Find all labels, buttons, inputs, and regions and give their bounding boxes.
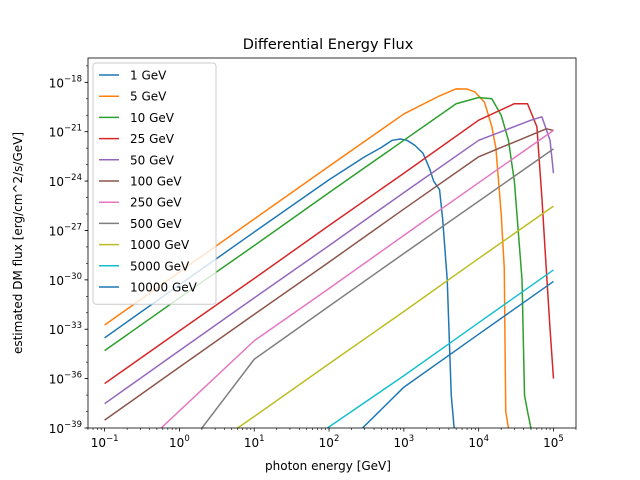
y-tick-label: 10−27 <box>49 222 82 238</box>
series-line-7 <box>201 148 554 428</box>
y-tick-exponent: −30 <box>64 272 82 282</box>
series-line-10 <box>361 280 554 428</box>
y-tick-base: 10 <box>49 422 64 436</box>
x-tick-label: 103 <box>394 434 415 450</box>
legend-label: 5 GeV <box>130 90 167 104</box>
y-tick-label: 10−30 <box>49 272 82 288</box>
x-axis-ticks: 10−1 100 101 102 103 104 105 <box>87 428 577 450</box>
legend: 1 GeV 5 GeV 10 GeV 25 GeV 50 GeV 100 GeV 250 G… <box>92 62 217 305</box>
x-tick-exponent: 0 <box>184 434 189 444</box>
series-line-3 <box>104 102 555 385</box>
legend-label: 25 GeV <box>130 132 175 146</box>
y-tick-base: 10 <box>49 175 64 189</box>
series-line-5 <box>104 128 554 421</box>
x-tick-base: 10 <box>319 436 334 450</box>
x-tick-base: 10 <box>394 436 409 450</box>
x-tick-label: 104 <box>468 434 489 450</box>
legend-label: 1000 GeV <box>130 238 190 252</box>
x-tick-exponent: 5 <box>558 434 563 444</box>
x-tick-label: 10−1 <box>91 434 119 450</box>
y-tick-base: 10 <box>49 126 64 140</box>
y-tick-label: 10−18 <box>49 74 82 90</box>
y-tick-base: 10 <box>49 274 64 288</box>
series-line-9 <box>326 269 554 428</box>
legend-label: 1 GeV <box>130 69 167 83</box>
y-tick-exponent: −18 <box>64 74 82 84</box>
y-tick-exponent: −21 <box>64 124 82 134</box>
chart-title: Differential Energy Flux <box>243 37 414 53</box>
y-axis-label: estimated DM flux [erg/cm^2/s/GeV] <box>11 132 25 354</box>
legend-box <box>92 62 217 305</box>
y-tick-base: 10 <box>49 224 64 238</box>
x-tick-base: 10 <box>468 436 483 450</box>
x-tick-label: 102 <box>319 434 340 450</box>
legend-label: 100 GeV <box>130 175 182 189</box>
plot-frame <box>87 57 577 429</box>
y-tick-exponent: −24 <box>64 173 82 183</box>
y-tick-label: 10−21 <box>49 124 82 140</box>
x-tick-base: 10 <box>244 436 259 450</box>
x-tick-exponent: 3 <box>409 434 414 444</box>
y-tick-exponent: −33 <box>64 321 82 331</box>
y-tick-label: 10−33 <box>49 321 82 337</box>
y-tick-label: 10−39 <box>49 420 82 436</box>
x-tick-exponent: −1 <box>106 434 119 444</box>
legend-label: 500 GeV <box>130 217 182 231</box>
series-line-6 <box>160 129 554 428</box>
x-tick-label: 101 <box>244 434 265 450</box>
y-tick-exponent: −27 <box>64 222 82 232</box>
x-tick-base: 10 <box>91 436 106 450</box>
x-tick-base: 10 <box>543 436 558 450</box>
x-tick-exponent: 1 <box>259 434 264 444</box>
legend-label: 10000 GeV <box>130 281 198 295</box>
x-tick-label: 100 <box>169 434 190 450</box>
x-tick-exponent: 4 <box>484 434 489 444</box>
y-tick-base: 10 <box>49 373 64 387</box>
series-line-0 <box>104 138 455 428</box>
y-tick-label: 10−24 <box>49 173 82 189</box>
series-line-2 <box>104 96 532 428</box>
x-tick-exponent: 2 <box>334 434 339 444</box>
y-tick-exponent: −36 <box>64 371 82 381</box>
legend-label: 10 GeV <box>130 111 175 125</box>
y-tick-base: 10 <box>49 323 64 337</box>
y-tick-label: 10−36 <box>49 371 82 387</box>
series-layer <box>104 88 555 428</box>
x-tick-label: 105 <box>543 434 564 450</box>
y-tick-exponent: −39 <box>64 420 82 430</box>
x-tick-base: 10 <box>169 436 184 450</box>
x-axis-label: photon energy [GeV] <box>265 459 391 473</box>
legend-label: 5000 GeV <box>130 259 190 273</box>
series-line-8 <box>237 205 554 428</box>
y-tick-base: 10 <box>49 76 64 90</box>
legend-label: 250 GeV <box>130 196 182 210</box>
legend-label: 50 GeV <box>130 153 175 167</box>
